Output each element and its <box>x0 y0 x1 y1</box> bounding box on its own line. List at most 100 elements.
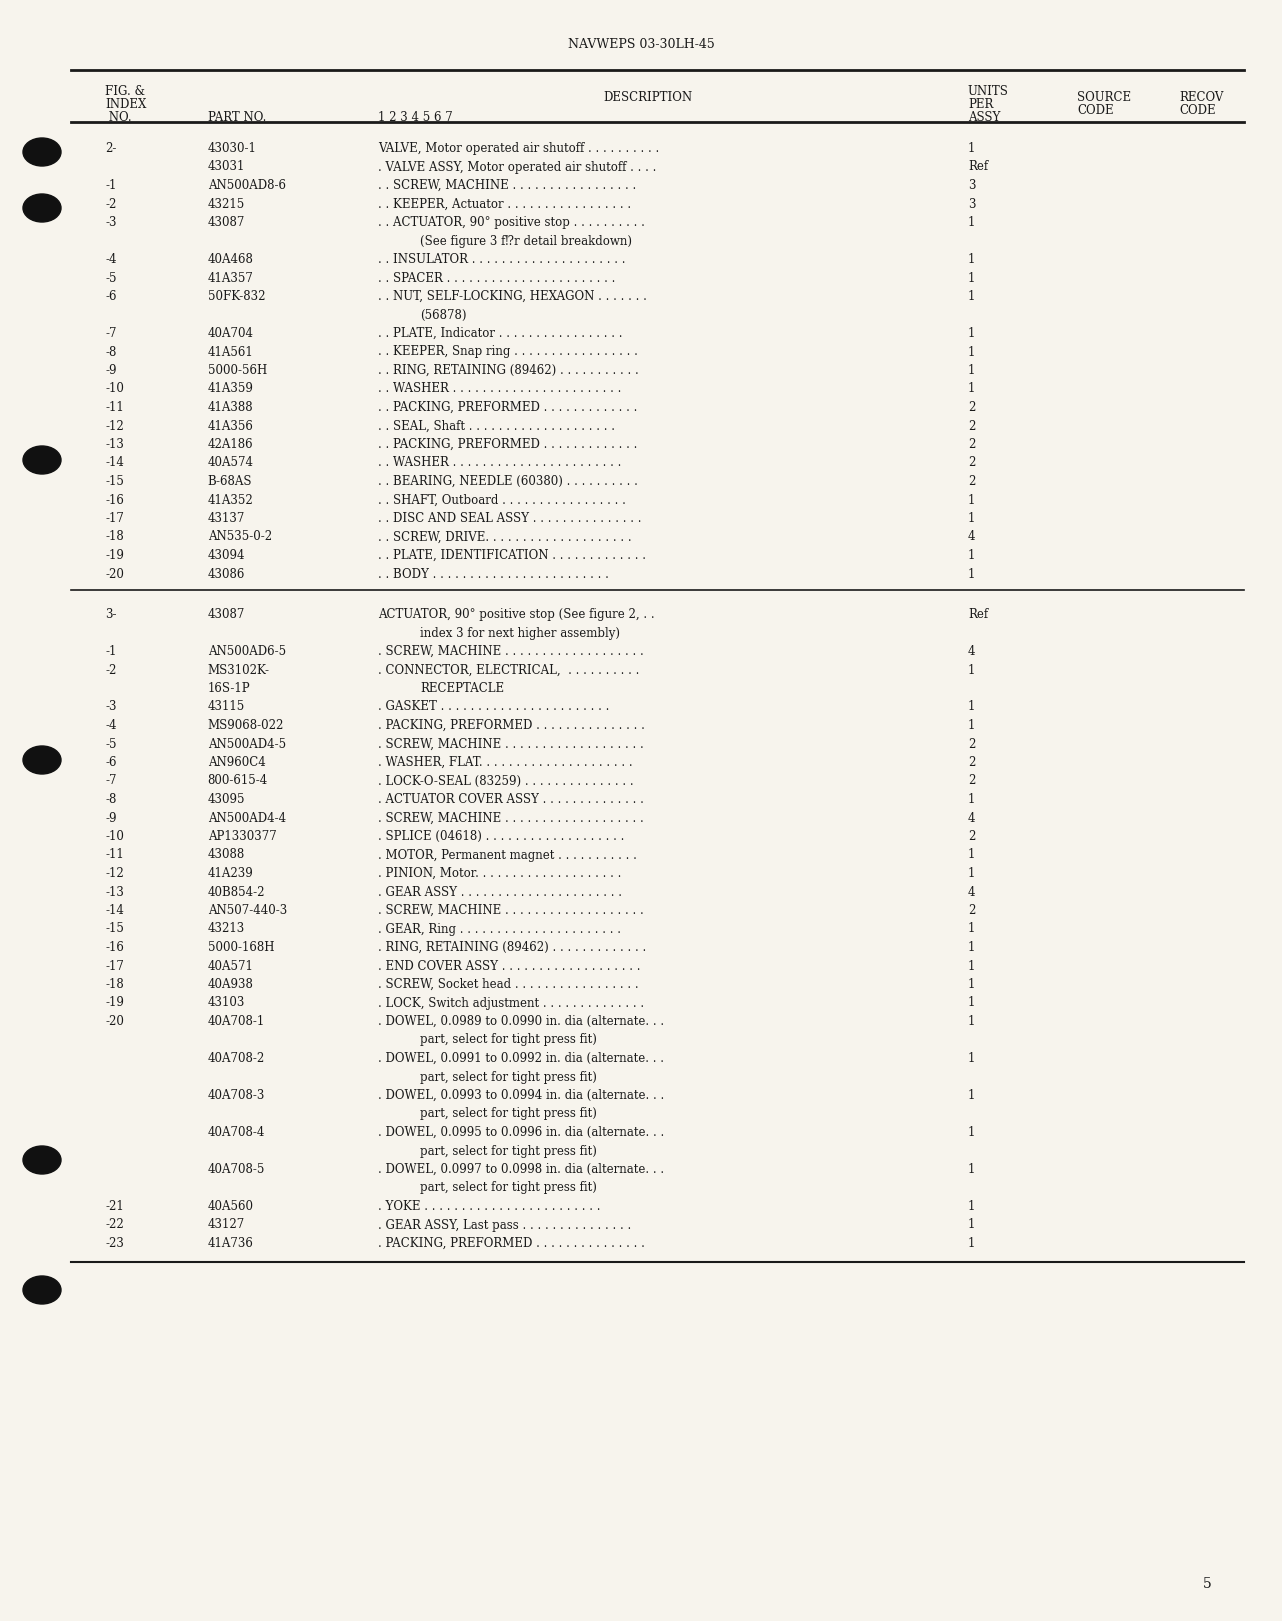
Text: 1: 1 <box>968 793 976 806</box>
Text: -16: -16 <box>105 942 124 955</box>
Text: . MOTOR, Permanent magnet . . . . . . . . . . .: . MOTOR, Permanent magnet . . . . . . . … <box>378 848 637 861</box>
Text: CODE: CODE <box>1077 104 1114 117</box>
Text: -18: -18 <box>105 530 124 543</box>
Text: RECEPTACLE: RECEPTACLE <box>420 682 504 695</box>
Text: 1: 1 <box>968 512 976 525</box>
Text: -16: -16 <box>105 493 124 506</box>
Text: . END COVER ASSY . . . . . . . . . . . . . . . . . . .: . END COVER ASSY . . . . . . . . . . . .… <box>378 960 641 973</box>
Text: . PACKING, PREFORMED . . . . . . . . . . . . . . .: . PACKING, PREFORMED . . . . . . . . . .… <box>378 1237 645 1250</box>
Text: . . KEEPER, Actuator . . . . . . . . . . . . . . . . .: . . KEEPER, Actuator . . . . . . . . . .… <box>378 198 631 211</box>
Text: 1: 1 <box>968 700 976 713</box>
Text: (56878): (56878) <box>420 308 467 321</box>
Text: 1: 1 <box>968 253 976 266</box>
Text: 1: 1 <box>968 1089 976 1102</box>
Text: 41A561: 41A561 <box>208 345 254 358</box>
Text: 1: 1 <box>968 977 976 990</box>
Text: Ref: Ref <box>968 608 988 621</box>
Text: -9: -9 <box>105 365 117 378</box>
Text: 1: 1 <box>968 997 976 1010</box>
Text: -22: -22 <box>105 1219 124 1232</box>
Text: AN500AD8-6: AN500AD8-6 <box>208 178 286 191</box>
Text: CODE: CODE <box>1179 104 1217 117</box>
Text: 1: 1 <box>968 271 976 285</box>
Text: -19: -19 <box>105 550 124 562</box>
Text: . . INSULATOR . . . . . . . . . . . . . . . . . . . . .: . . INSULATOR . . . . . . . . . . . . . … <box>378 253 626 266</box>
Text: 1: 1 <box>968 663 976 676</box>
Text: -11: -11 <box>105 400 124 413</box>
Text: . GEAR ASSY, Last pass . . . . . . . . . . . . . . .: . GEAR ASSY, Last pass . . . . . . . . .… <box>378 1219 632 1232</box>
Text: -5: -5 <box>105 271 117 285</box>
Text: 1: 1 <box>968 942 976 955</box>
Text: part, select for tight press fit): part, select for tight press fit) <box>420 1144 597 1157</box>
Text: . YOKE . . . . . . . . . . . . . . . . . . . . . . . .: . YOKE . . . . . . . . . . . . . . . . .… <box>378 1200 601 1213</box>
Text: 1: 1 <box>968 567 976 580</box>
Text: 1: 1 <box>968 1052 976 1065</box>
Text: SOURCE: SOURCE <box>1077 91 1131 104</box>
Text: -11: -11 <box>105 848 124 861</box>
Text: 40A938: 40A938 <box>208 977 254 990</box>
Text: 3-: 3- <box>105 608 117 621</box>
Text: B-68AS: B-68AS <box>208 475 253 488</box>
Text: index 3 for next higher assembly): index 3 for next higher assembly) <box>420 626 620 640</box>
Text: NAVWEPS 03-30LH-45: NAVWEPS 03-30LH-45 <box>568 37 714 50</box>
Text: 1: 1 <box>968 1015 976 1028</box>
Text: 2: 2 <box>968 457 976 470</box>
Text: 2: 2 <box>968 475 976 488</box>
Text: 2: 2 <box>968 830 976 843</box>
Text: 1: 1 <box>968 1237 976 1250</box>
Text: . . SPACER . . . . . . . . . . . . . . . . . . . . . . .: . . SPACER . . . . . . . . . . . . . . .… <box>378 271 615 285</box>
Text: . RING, RETAINING (89462) . . . . . . . . . . . . .: . RING, RETAINING (89462) . . . . . . . … <box>378 942 646 955</box>
Text: 1 2 3 4 5 6 7: 1 2 3 4 5 6 7 <box>378 110 453 123</box>
Text: -4: -4 <box>105 253 117 266</box>
Text: . GEAR, Ring . . . . . . . . . . . . . . . . . . . . . .: . GEAR, Ring . . . . . . . . . . . . . .… <box>378 922 622 935</box>
Text: . GEAR ASSY . . . . . . . . . . . . . . . . . . . . . .: . GEAR ASSY . . . . . . . . . . . . . . … <box>378 885 622 898</box>
Text: -8: -8 <box>105 793 117 806</box>
Text: 16S-1P: 16S-1P <box>208 682 250 695</box>
Text: 1: 1 <box>968 848 976 861</box>
Text: AN535-0-2: AN535-0-2 <box>208 530 272 543</box>
Text: AN507-440-3: AN507-440-3 <box>208 905 287 917</box>
Text: 1: 1 <box>968 345 976 358</box>
Ellipse shape <box>23 195 62 222</box>
Text: -9: -9 <box>105 812 117 825</box>
Text: . SCREW, Socket head . . . . . . . . . . . . . . . . .: . SCREW, Socket head . . . . . . . . . .… <box>378 977 638 990</box>
Text: MS3102K-: MS3102K- <box>208 663 269 676</box>
Text: PER: PER <box>968 97 994 110</box>
Text: 4: 4 <box>968 812 976 825</box>
Text: -5: -5 <box>105 738 117 751</box>
Text: 40A571: 40A571 <box>208 960 254 973</box>
Text: -2: -2 <box>105 663 117 676</box>
Text: -17: -17 <box>105 960 124 973</box>
Text: 2: 2 <box>968 400 976 413</box>
Text: 1: 1 <box>968 1127 976 1140</box>
Text: 43127: 43127 <box>208 1219 245 1232</box>
Text: . DOWEL, 0.0989 to 0.0990 in. dia (alternate. . .: . DOWEL, 0.0989 to 0.0990 in. dia (alter… <box>378 1015 664 1028</box>
Text: ASSY: ASSY <box>968 110 1000 123</box>
Text: 1: 1 <box>968 922 976 935</box>
Text: . CONNECTOR, ELECTRICAL,  . . . . . . . . . .: . CONNECTOR, ELECTRICAL, . . . . . . . .… <box>378 663 640 676</box>
Text: -18: -18 <box>105 977 124 990</box>
Text: -14: -14 <box>105 905 124 917</box>
Text: 1: 1 <box>968 383 976 396</box>
Text: . . PACKING, PREFORMED . . . . . . . . . . . . .: . . PACKING, PREFORMED . . . . . . . . .… <box>378 400 637 413</box>
Text: NO.: NO. <box>105 110 132 123</box>
Text: 42A186: 42A186 <box>208 438 254 451</box>
Text: -19: -19 <box>105 997 124 1010</box>
Text: 41A359: 41A359 <box>208 383 254 396</box>
Text: 1: 1 <box>968 960 976 973</box>
Text: 43087: 43087 <box>208 608 245 621</box>
Text: 41A736: 41A736 <box>208 1237 254 1250</box>
Text: 2: 2 <box>968 905 976 917</box>
Text: 43115: 43115 <box>208 700 245 713</box>
Text: AN500AD4-5: AN500AD4-5 <box>208 738 286 751</box>
Text: 3: 3 <box>968 198 976 211</box>
Text: -20: -20 <box>105 567 124 580</box>
Text: 40A708-4: 40A708-4 <box>208 1127 265 1140</box>
Text: -12: -12 <box>105 867 124 880</box>
Text: 1: 1 <box>968 1162 976 1175</box>
Text: . VALVE ASSY, Motor operated air shutoff . . . .: . VALVE ASSY, Motor operated air shutoff… <box>378 160 656 173</box>
Text: AN500AD4-4: AN500AD4-4 <box>208 812 286 825</box>
Ellipse shape <box>23 1276 62 1303</box>
Text: 2-: 2- <box>105 143 117 156</box>
Text: . DOWEL, 0.0995 to 0.0996 in. dia (alternate. . .: . DOWEL, 0.0995 to 0.0996 in. dia (alter… <box>378 1127 664 1140</box>
